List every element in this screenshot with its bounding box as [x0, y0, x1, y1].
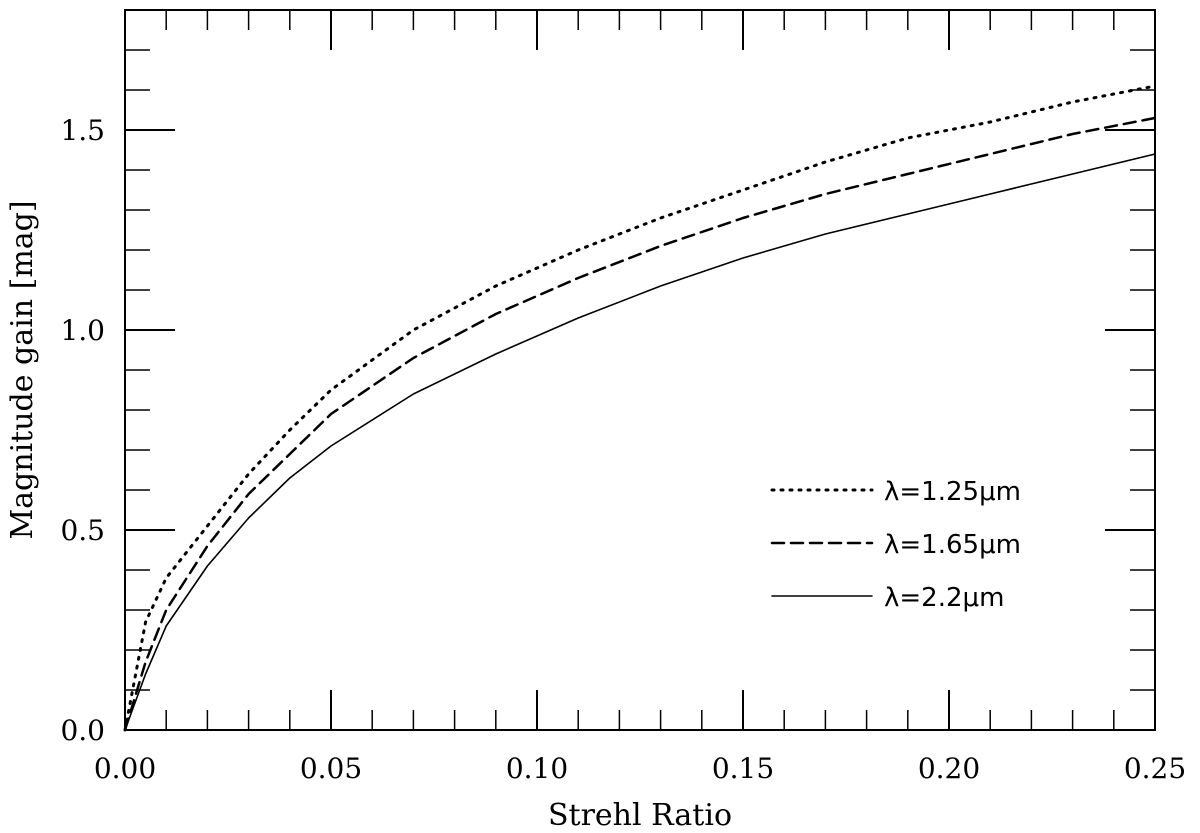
- y-axis-title: Magnitude gain [mag]: [5, 200, 40, 539]
- series-line-dashed: [123, 116, 1157, 732]
- tick-labels: 0.00 0.05 0.10 0.15 0.20 0.25 0.0 0.5 1.0 1.5: [60, 114, 1186, 785]
- legend-label: λ=1.65μm: [884, 530, 1021, 560]
- legend: λ=1.25μm λ=1.65μm λ=2.2μm: [770, 477, 1021, 613]
- series-lines: [123, 84, 1157, 732]
- x-tick-label: 0.10: [506, 752, 568, 785]
- series-line-solid: [124, 153, 1156, 731]
- plot-frame: [124, 9, 1156, 731]
- x-tick-label: 0.25: [1124, 752, 1186, 785]
- x-tick-label: 0.15: [712, 752, 774, 785]
- legend-label: λ=1.25μm: [884, 477, 1021, 507]
- legend-label: λ=2.2μm: [884, 583, 1004, 613]
- y-tick-label: 0.5: [60, 514, 105, 547]
- x-tick-label: 0.20: [918, 752, 980, 785]
- y-tick-label: 1.5: [60, 114, 105, 147]
- x-tick-label: 0.05: [300, 752, 362, 785]
- y-tick-label: 1.0: [60, 314, 105, 347]
- y-tick-label: 0.0: [60, 714, 105, 747]
- x-axis-title: Strehl Ratio: [548, 798, 732, 833]
- series-line-dotted: [123, 84, 1157, 732]
- x-tick-label: 0.00: [94, 752, 156, 785]
- axis-ticks: [124, 9, 1156, 731]
